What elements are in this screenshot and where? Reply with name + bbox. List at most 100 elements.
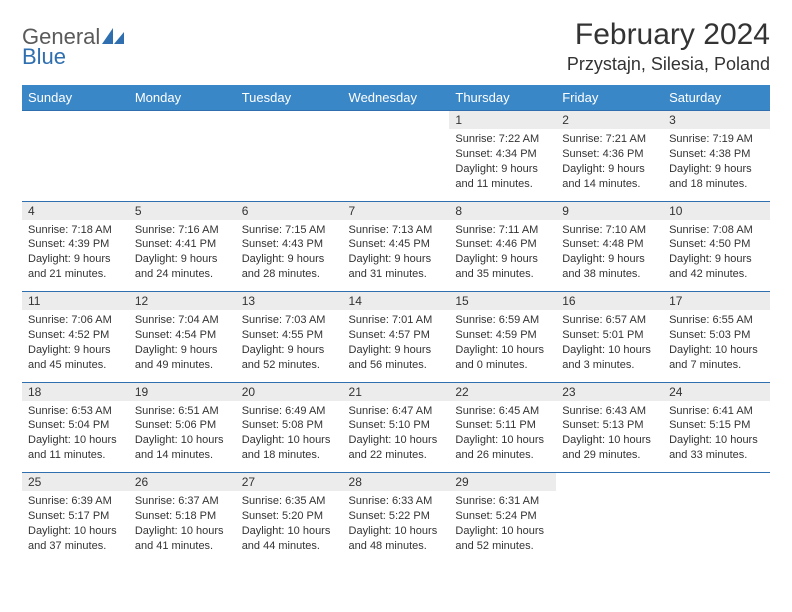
day-number-cell xyxy=(343,111,450,130)
cell-sunrise: Sunrise: 6:45 AM xyxy=(455,404,550,419)
cell-sunrise: Sunrise: 7:22 AM xyxy=(455,132,550,147)
cell-sunrise: Sunrise: 7:13 AM xyxy=(349,223,444,238)
cell-sunrise: Sunrise: 7:19 AM xyxy=(669,132,764,147)
cell-daylight2: and 14 minutes. xyxy=(562,177,657,192)
cell-daylight2: and 21 minutes. xyxy=(28,267,123,282)
cell-sunrise: Sunrise: 6:39 AM xyxy=(28,494,123,509)
cell-sunrise: Sunrise: 7:18 AM xyxy=(28,223,123,238)
cell-daylight2: and 42 minutes. xyxy=(669,267,764,282)
cell-daylight2: and 48 minutes. xyxy=(349,539,444,554)
day-content-cell: Sunrise: 7:16 AMSunset: 4:41 PMDaylight:… xyxy=(129,220,236,292)
cell-daylight1: Daylight: 9 hours xyxy=(135,252,230,267)
day-number-cell: 27 xyxy=(236,473,343,492)
day-number-cell: 5 xyxy=(129,201,236,220)
day-number-cell: 3 xyxy=(663,111,770,130)
cell-daylight2: and 31 minutes. xyxy=(349,267,444,282)
cell-daylight2: and 18 minutes. xyxy=(669,177,764,192)
cell-sunrise: Sunrise: 7:04 AM xyxy=(135,313,230,328)
cell-sunset: Sunset: 5:15 PM xyxy=(669,418,764,433)
day-content-cell: Sunrise: 7:03 AMSunset: 4:55 PMDaylight:… xyxy=(236,310,343,382)
cell-sunrise: Sunrise: 6:59 AM xyxy=(455,313,550,328)
cell-daylight1: Daylight: 10 hours xyxy=(242,524,337,539)
weekday-heading: Wednesday xyxy=(343,85,450,111)
day-content-cell xyxy=(663,491,770,563)
day-content-cell: Sunrise: 7:13 AMSunset: 4:45 PMDaylight:… xyxy=(343,220,450,292)
cell-daylight2: and 35 minutes. xyxy=(455,267,550,282)
cell-daylight1: Daylight: 10 hours xyxy=(242,433,337,448)
location-text: Przystajn, Silesia, Poland xyxy=(567,54,770,75)
weekday-heading: Tuesday xyxy=(236,85,343,111)
cell-sunrise: Sunrise: 6:33 AM xyxy=(349,494,444,509)
cell-daylight2: and 38 minutes. xyxy=(562,267,657,282)
cell-daylight1: Daylight: 10 hours xyxy=(349,524,444,539)
cell-daylight2: and 44 minutes. xyxy=(242,539,337,554)
cell-daylight1: Daylight: 10 hours xyxy=(669,433,764,448)
cell-sunset: Sunset: 4:52 PM xyxy=(28,328,123,343)
day-content-cell: Sunrise: 6:41 AMSunset: 5:15 PMDaylight:… xyxy=(663,401,770,473)
cell-daylight2: and 3 minutes. xyxy=(562,358,657,373)
cell-daylight2: and 49 minutes. xyxy=(135,358,230,373)
cell-sunrise: Sunrise: 7:01 AM xyxy=(349,313,444,328)
cell-sunrise: Sunrise: 6:57 AM xyxy=(562,313,657,328)
day-number-cell: 28 xyxy=(343,473,450,492)
day-number-cell xyxy=(236,111,343,130)
cell-sunset: Sunset: 4:38 PM xyxy=(669,147,764,162)
cell-daylight2: and 22 minutes. xyxy=(349,448,444,463)
cell-daylight2: and 28 minutes. xyxy=(242,267,337,282)
day-number-cell xyxy=(22,111,129,130)
day-number-row: 45678910 xyxy=(22,201,770,220)
cell-daylight1: Daylight: 9 hours xyxy=(242,252,337,267)
cell-daylight2: and 41 minutes. xyxy=(135,539,230,554)
cell-daylight1: Daylight: 10 hours xyxy=(28,524,123,539)
cell-daylight2: and 24 minutes. xyxy=(135,267,230,282)
cell-daylight1: Daylight: 10 hours xyxy=(455,433,550,448)
cell-sunset: Sunset: 4:41 PM xyxy=(135,237,230,252)
cell-sunrise: Sunrise: 7:03 AM xyxy=(242,313,337,328)
day-number-cell: 22 xyxy=(449,382,556,401)
calendar-page: General Blue February 2024 Przystajn, Si… xyxy=(0,0,792,573)
day-content-cell xyxy=(236,129,343,201)
cell-daylight2: and 11 minutes. xyxy=(28,448,123,463)
brand-logo: General Blue xyxy=(22,18,124,68)
cell-sunset: Sunset: 5:17 PM xyxy=(28,509,123,524)
cell-daylight1: Daylight: 9 hours xyxy=(669,252,764,267)
day-number-cell: 6 xyxy=(236,201,343,220)
day-content-cell: Sunrise: 6:57 AMSunset: 5:01 PMDaylight:… xyxy=(556,310,663,382)
cell-sunrise: Sunrise: 7:06 AM xyxy=(28,313,123,328)
cell-sunrise: Sunrise: 7:08 AM xyxy=(669,223,764,238)
day-content-cell: Sunrise: 7:19 AMSunset: 4:38 PMDaylight:… xyxy=(663,129,770,201)
day-number-cell: 20 xyxy=(236,382,343,401)
cell-sunset: Sunset: 4:55 PM xyxy=(242,328,337,343)
cell-daylight2: and 18 minutes. xyxy=(242,448,337,463)
cell-sunset: Sunset: 4:45 PM xyxy=(349,237,444,252)
cell-daylight1: Daylight: 9 hours xyxy=(669,162,764,177)
day-content-row: Sunrise: 7:06 AMSunset: 4:52 PM Daylight:… xyxy=(22,310,770,382)
day-content-row: Sunrise: 6:53 AMSunset: 5:04 PMDaylight:… xyxy=(22,401,770,473)
day-content-cell: Sunrise: 6:45 AMSunset: 5:11 PMDaylight:… xyxy=(449,401,556,473)
brand-word2: Blue xyxy=(22,46,124,68)
cell-daylight1: Daylight: 10 hours xyxy=(349,433,444,448)
day-content-cell: Sunrise: 6:39 AMSunset: 5:17 PMDaylight:… xyxy=(22,491,129,563)
cell-sunrise: Sunrise: 7:10 AM xyxy=(562,223,657,238)
day-number-cell: 23 xyxy=(556,382,663,401)
cell-sunset: Sunset: 5:20 PM xyxy=(242,509,337,524)
cell-sunset: Sunset: 5:18 PM xyxy=(135,509,230,524)
brand-sail-icon xyxy=(102,26,124,48)
day-number-cell: 21 xyxy=(343,382,450,401)
cell-daylight1: Daylight: 10 hours xyxy=(135,433,230,448)
day-content-cell: Sunrise: 6:35 AMSunset: 5:20 PMDaylight:… xyxy=(236,491,343,563)
cell-sunset: Sunset: 5:22 PM xyxy=(349,509,444,524)
page-header: General Blue February 2024 Przystajn, Si… xyxy=(22,18,770,75)
cell-sunrise: Sunrise: 6:31 AM xyxy=(455,494,550,509)
cell-sunset: Sunset: 4:39 PM xyxy=(28,237,123,252)
cell-daylight1: Daylight: 10 hours xyxy=(669,343,764,358)
day-content-cell: Sunrise: 7:18 AMSunset: 4:39 PMDaylight:… xyxy=(22,220,129,292)
day-content-cell: Sunrise: 6:37 AMSunset: 5:18 PMDaylight:… xyxy=(129,491,236,563)
cell-sunset: Sunset: 4:46 PM xyxy=(455,237,550,252)
cell-daylight2: and 0 minutes. xyxy=(455,358,550,373)
cell-daylight2: and 45 minutes. xyxy=(28,358,123,373)
cell-sunset: Sunset: 4:50 PM xyxy=(669,237,764,252)
cell-daylight2: and 7 minutes. xyxy=(669,358,764,373)
cell-daylight2: and 52 minutes. xyxy=(455,539,550,554)
day-content-cell: Sunrise: 6:49 AMSunset: 5:08 PMDaylight:… xyxy=(236,401,343,473)
